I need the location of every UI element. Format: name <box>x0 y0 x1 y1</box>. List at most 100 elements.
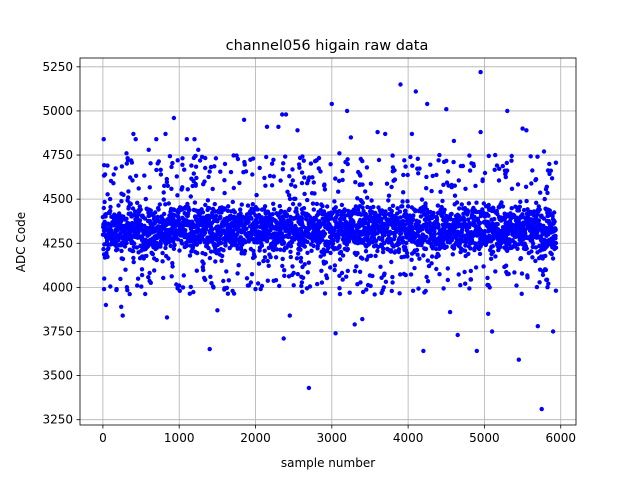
data-point <box>425 279 431 284</box>
data-point <box>365 195 370 200</box>
outlier-point <box>103 302 109 308</box>
data-point <box>544 277 550 282</box>
data-point <box>188 284 193 290</box>
data-point <box>424 234 429 240</box>
outlier-point <box>524 128 529 133</box>
data-point <box>161 197 166 202</box>
data-point <box>280 167 285 172</box>
data-point <box>545 168 551 173</box>
data-point <box>293 196 298 201</box>
data-point <box>319 280 325 285</box>
data-point <box>533 177 539 182</box>
data-point <box>403 208 408 213</box>
data-point <box>299 280 305 285</box>
data-point <box>230 199 235 205</box>
data-point <box>138 207 143 212</box>
data-point <box>444 244 449 249</box>
data-point <box>170 261 175 266</box>
data-point <box>263 183 268 188</box>
data-point <box>136 230 141 235</box>
data-point <box>101 163 107 168</box>
data-point <box>206 245 211 251</box>
data-point <box>302 244 307 249</box>
data-point <box>200 259 205 264</box>
data-point <box>449 211 454 217</box>
data-point <box>128 201 133 207</box>
data-point <box>337 286 342 291</box>
data-point <box>238 211 243 216</box>
data-point <box>499 200 504 205</box>
data-point <box>538 190 543 195</box>
outlier-point <box>276 124 281 129</box>
data-point <box>500 204 506 209</box>
data-point <box>451 245 457 251</box>
data-point <box>339 270 345 276</box>
data-point <box>492 216 497 222</box>
data-point <box>525 275 530 280</box>
data-point <box>283 154 288 159</box>
data-point <box>259 243 265 248</box>
data-point <box>194 242 199 247</box>
data-point <box>215 219 220 224</box>
data-point <box>299 170 305 175</box>
data-point <box>271 157 276 162</box>
data-point <box>111 181 116 186</box>
data-point <box>467 286 472 291</box>
data-point <box>282 268 287 273</box>
data-point <box>300 264 305 270</box>
data-point <box>524 246 529 251</box>
data-point <box>404 240 409 246</box>
data-point <box>222 190 227 196</box>
data-point <box>353 204 359 209</box>
outlier-point <box>444 107 449 112</box>
data-point <box>163 245 168 251</box>
data-point <box>166 201 171 206</box>
data-point <box>132 241 137 246</box>
data-point <box>299 283 304 289</box>
data-point <box>518 199 523 204</box>
data-point <box>289 182 294 187</box>
data-point <box>102 199 107 205</box>
outlier-point <box>119 304 124 309</box>
data-point <box>416 171 421 176</box>
data-point <box>504 168 510 173</box>
data-point <box>267 173 273 179</box>
data-point <box>530 255 535 260</box>
outlier-point <box>230 288 235 294</box>
data-point <box>372 292 377 297</box>
outlier-point <box>184 137 189 142</box>
data-point <box>201 267 206 273</box>
data-point <box>250 202 255 207</box>
data-point <box>375 248 380 254</box>
data-point <box>429 188 434 194</box>
data-point <box>162 183 167 188</box>
data-point <box>131 259 136 265</box>
data-point <box>201 182 206 187</box>
data-point <box>203 277 208 282</box>
data-point <box>218 214 223 219</box>
data-point <box>157 202 162 207</box>
data-point <box>504 160 509 166</box>
data-point <box>553 160 559 165</box>
data-point <box>464 239 469 244</box>
data-point <box>133 173 139 178</box>
data-point <box>512 242 518 247</box>
outlier-point <box>421 348 426 354</box>
data-point <box>386 198 391 203</box>
data-point <box>169 274 174 279</box>
data-point <box>432 231 437 237</box>
data-point <box>285 189 290 194</box>
x-tick-label: 3000 <box>317 431 348 445</box>
data-point <box>537 267 543 272</box>
data-point <box>408 154 413 160</box>
data-point <box>391 178 396 183</box>
data-point <box>237 180 242 186</box>
data-point <box>371 204 376 210</box>
data-point <box>108 284 113 289</box>
data-point <box>322 187 328 192</box>
data-point <box>161 211 167 217</box>
data-point <box>277 283 282 289</box>
data-point <box>302 175 307 180</box>
data-point <box>267 211 272 217</box>
data-point <box>530 241 536 246</box>
